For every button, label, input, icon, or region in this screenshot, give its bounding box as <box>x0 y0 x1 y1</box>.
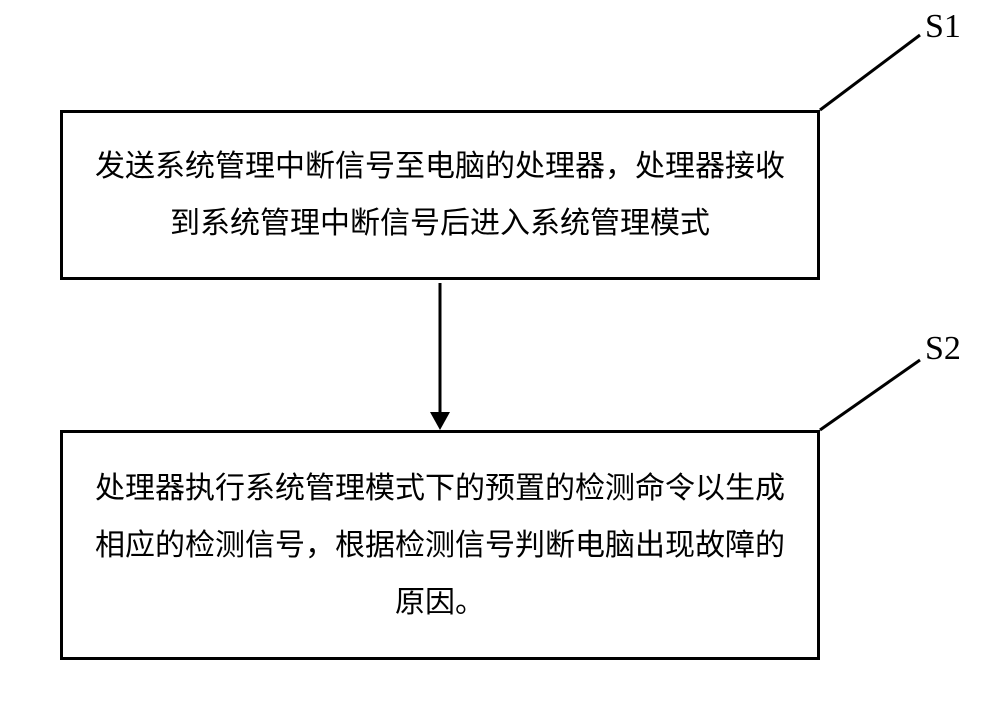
step-label-s2: S2 <box>925 330 961 368</box>
flow-node-s1-text: 发送系统管理中断信号至电脑的处理器，处理器接收到系统管理中断信号后进入系统管理模… <box>83 138 797 252</box>
flow-node-s1: 发送系统管理中断信号至电脑的处理器，处理器接收到系统管理中断信号后进入系统管理模… <box>60 110 820 280</box>
flow-node-s2: 处理器执行系统管理模式下的预置的检测命令以生成相应的检测信号，根据检测信号判断电… <box>60 430 820 660</box>
step-label-s1: S1 <box>925 8 961 46</box>
flow-node-s2-text: 处理器执行系统管理模式下的预置的检测命令以生成相应的检测信号，根据检测信号判断电… <box>83 460 797 631</box>
flowchart-canvas: 发送系统管理中断信号至电脑的处理器，处理器接收到系统管理中断信号后进入系统管理模… <box>0 0 1000 704</box>
